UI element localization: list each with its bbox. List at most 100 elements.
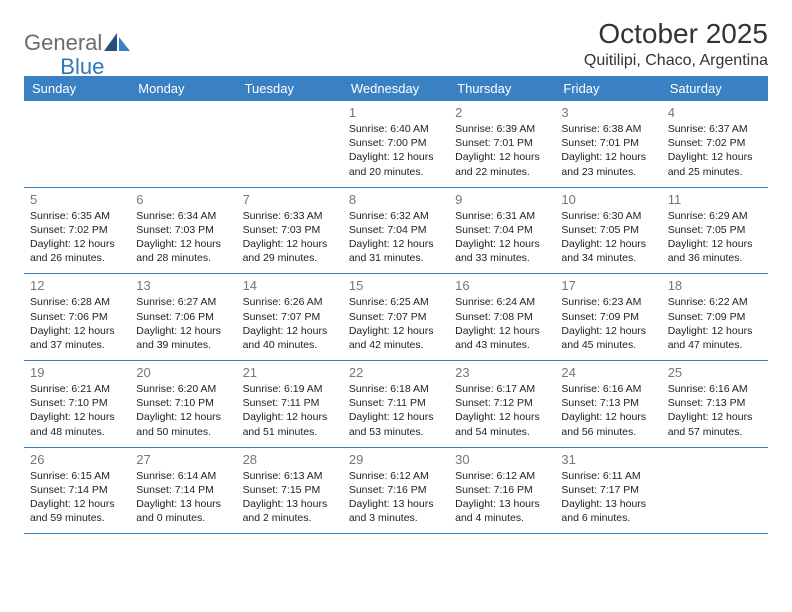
day-details: Sunrise: 6:23 AMSunset: 7:09 PMDaylight:… — [561, 295, 655, 352]
calendar-week-row: 5Sunrise: 6:35 AMSunset: 7:02 PMDaylight… — [24, 187, 768, 274]
day-details: Sunrise: 6:22 AMSunset: 7:09 PMDaylight:… — [668, 295, 762, 352]
day-details: Sunrise: 6:24 AMSunset: 7:08 PMDaylight:… — [455, 295, 549, 352]
day-header: Monday — [130, 76, 236, 101]
calendar-day-cell: 13 Sunrise: 6:27 AMSunset: 7:06 PMDayligh… — [130, 274, 236, 361]
day-number: 26 — [30, 452, 124, 467]
calendar-day-cell: 16 Sunrise: 6:24 AMSunset: 7:08 PMDayligh… — [449, 274, 555, 361]
day-number: 18 — [668, 278, 762, 293]
day-number: 21 — [243, 365, 337, 380]
day-number: 1 — [349, 105, 443, 120]
brand-general: General — [24, 30, 102, 56]
calendar-day-cell: 21Sunrise: 6:19 AMSunset: 7:11 PMDayligh… — [237, 361, 343, 448]
day-number: 2 — [455, 105, 549, 120]
day-number: 13 — [136, 278, 230, 293]
calendar-day-cell: 19 Sunrise: 6:21 AMSunset: 7:10 PMDayligh… — [24, 361, 130, 448]
calendar-day-cell: 30 Sunrise: 6:12 AMSunset: 7:16 PMDayligh… — [449, 447, 555, 534]
day-number: 20 — [136, 365, 230, 380]
calendar-day-cell: 8Sunrise: 6:32 AMSunset: 7:04 PMDaylight… — [343, 187, 449, 274]
day-details: Sunrise: 6:20 AMSunset: 7:10 PMDaylight:… — [136, 382, 230, 439]
day-details: Sunrise: 6:39 AMSunset: 7:01 PMDaylight:… — [455, 122, 549, 179]
calendar-day-cell: 5Sunrise: 6:35 AMSunset: 7:02 PMDaylight… — [24, 187, 130, 274]
day-details: Sunrise: 6:38 AMSunset: 7:01 PMDaylight:… — [561, 122, 655, 179]
calendar-day-cell: 7 Sunrise: 6:33 AMSunset: 7:03 PMDaylight… — [237, 187, 343, 274]
day-details: Sunrise: 6:16 AMSunset: 7:13 PMDaylight:… — [668, 382, 762, 439]
calendar-day-cell: 11 Sunrise: 6:29 AMSunset: 7:05 PMDayligh… — [662, 187, 768, 274]
day-header-row: SundayMondayTuesdayWednesdayThursdayFrid… — [24, 76, 768, 101]
day-details: Sunrise: 6:30 AMSunset: 7:05 PMDaylight:… — [561, 209, 655, 266]
day-header: Wednesday — [343, 76, 449, 101]
calendar-day-cell: 31 Sunrise: 6:11 AMSunset: 7:17 PMDayligh… — [555, 447, 661, 534]
day-number: 6 — [136, 192, 230, 207]
calendar-day-cell: 27Sunrise: 6:14 AMSunset: 7:14 PMDayligh… — [130, 447, 236, 534]
day-number: 27 — [136, 452, 230, 467]
calendar-day-cell: 22Sunrise: 6:18 AMSunset: 7:11 PMDayligh… — [343, 361, 449, 448]
day-number: 28 — [243, 452, 337, 467]
day-number: 15 — [349, 278, 443, 293]
day-number: 14 — [243, 278, 337, 293]
calendar-empty-cell — [662, 447, 768, 534]
calendar-day-cell: 1 Sunrise: 6:40 AMSunset: 7:00 PMDaylight… — [343, 101, 449, 187]
calendar-week-row: 12 Sunrise: 6:28 AMSunset: 7:06 PMDayligh… — [24, 274, 768, 361]
calendar-day-cell: 9 Sunrise: 6:31 AMSunset: 7:04 PMDaylight… — [449, 187, 555, 274]
day-details: Sunrise: 6:12 AMSunset: 7:16 PMDaylight:… — [349, 469, 443, 526]
day-number: 3 — [561, 105, 655, 120]
day-number: 30 — [455, 452, 549, 467]
calendar-day-cell: 26 Sunrise: 6:15 AMSunset: 7:14 PMDayligh… — [24, 447, 130, 534]
day-details: Sunrise: 6:17 AMSunset: 7:12 PMDaylight:… — [455, 382, 549, 439]
day-number: 10 — [561, 192, 655, 207]
calendar-table: SundayMondayTuesdayWednesdayThursdayFrid… — [24, 76, 768, 534]
day-number: 4 — [668, 105, 762, 120]
calendar-day-cell: 4 Sunrise: 6:37 AMSunset: 7:02 PMDaylight… — [662, 101, 768, 187]
calendar-week-row: 26 Sunrise: 6:15 AMSunset: 7:14 PMDayligh… — [24, 447, 768, 534]
day-details: Sunrise: 6:28 AMSunset: 7:06 PMDaylight:… — [30, 295, 124, 352]
month-title: October 2025 — [584, 18, 768, 50]
day-number: 9 — [455, 192, 549, 207]
calendar-day-cell: 12 Sunrise: 6:28 AMSunset: 7:06 PMDayligh… — [24, 274, 130, 361]
day-number: 19 — [30, 365, 124, 380]
title-block: October 2025 Quitilipi, Chaco, Argentina — [584, 18, 768, 70]
calendar-day-cell: 25Sunrise: 6:16 AMSunset: 7:13 PMDayligh… — [662, 361, 768, 448]
day-number: 7 — [243, 192, 337, 207]
day-details: Sunrise: 6:12 AMSunset: 7:16 PMDaylight:… — [455, 469, 549, 526]
calendar-empty-cell — [130, 101, 236, 187]
calendar-day-cell: 6Sunrise: 6:34 AMSunset: 7:03 PMDaylight… — [130, 187, 236, 274]
day-details: Sunrise: 6:16 AMSunset: 7:13 PMDaylight:… — [561, 382, 655, 439]
sail-icon — [104, 33, 130, 53]
day-details: Sunrise: 6:37 AMSunset: 7:02 PMDaylight:… — [668, 122, 762, 179]
day-details: Sunrise: 6:33 AMSunset: 7:03 PMDaylight:… — [243, 209, 337, 266]
day-details: Sunrise: 6:15 AMSunset: 7:14 PMDaylight:… — [30, 469, 124, 526]
calendar-day-cell: 10 Sunrise: 6:30 AMSunset: 7:05 PMDayligh… — [555, 187, 661, 274]
day-number: 16 — [455, 278, 549, 293]
day-number: 29 — [349, 452, 443, 467]
calendar-day-cell: 29 Sunrise: 6:12 AMSunset: 7:16 PMDayligh… — [343, 447, 449, 534]
day-details: Sunrise: 6:11 AMSunset: 7:17 PMDaylight:… — [561, 469, 655, 526]
day-details: Sunrise: 6:26 AMSunset: 7:07 PMDaylight:… — [243, 295, 337, 352]
day-details: Sunrise: 6:29 AMSunset: 7:05 PMDaylight:… — [668, 209, 762, 266]
calendar-day-cell: 23Sunrise: 6:17 AMSunset: 7:12 PMDayligh… — [449, 361, 555, 448]
day-header: Friday — [555, 76, 661, 101]
brand-logo: General Blue — [24, 18, 104, 68]
day-details: Sunrise: 6:35 AMSunset: 7:02 PMDaylight:… — [30, 209, 124, 266]
day-number: 12 — [30, 278, 124, 293]
day-details: Sunrise: 6:21 AMSunset: 7:10 PMDaylight:… — [30, 382, 124, 439]
day-number: 11 — [668, 192, 762, 207]
day-header: Thursday — [449, 76, 555, 101]
calendar-week-row: 1 Sunrise: 6:40 AMSunset: 7:00 PMDaylight… — [24, 101, 768, 187]
day-details: Sunrise: 6:40 AMSunset: 7:00 PMDaylight:… — [349, 122, 443, 179]
day-header: Saturday — [662, 76, 768, 101]
calendar-day-cell: 20 Sunrise: 6:20 AMSunset: 7:10 PMDayligh… — [130, 361, 236, 448]
day-details: Sunrise: 6:27 AMSunset: 7:06 PMDaylight:… — [136, 295, 230, 352]
calendar-day-cell: 15Sunrise: 6:25 AMSunset: 7:07 PMDayligh… — [343, 274, 449, 361]
page-header: General Blue October 2025 Quitilipi, Cha… — [24, 18, 768, 70]
day-details: Sunrise: 6:31 AMSunset: 7:04 PMDaylight:… — [455, 209, 549, 266]
day-number: 8 — [349, 192, 443, 207]
calendar-week-row: 19 Sunrise: 6:21 AMSunset: 7:10 PMDayligh… — [24, 361, 768, 448]
calendar-day-cell: 18 Sunrise: 6:22 AMSunset: 7:09 PMDayligh… — [662, 274, 768, 361]
calendar-empty-cell — [24, 101, 130, 187]
calendar-day-cell: 3 Sunrise: 6:38 AMSunset: 7:01 PMDaylight… — [555, 101, 661, 187]
day-details: Sunrise: 6:13 AMSunset: 7:15 PMDaylight:… — [243, 469, 337, 526]
day-number: 22 — [349, 365, 443, 380]
calendar-day-cell: 14 Sunrise: 6:26 AMSunset: 7:07 PMDayligh… — [237, 274, 343, 361]
brand-blue: Blue — [60, 54, 104, 80]
day-number: 31 — [561, 452, 655, 467]
